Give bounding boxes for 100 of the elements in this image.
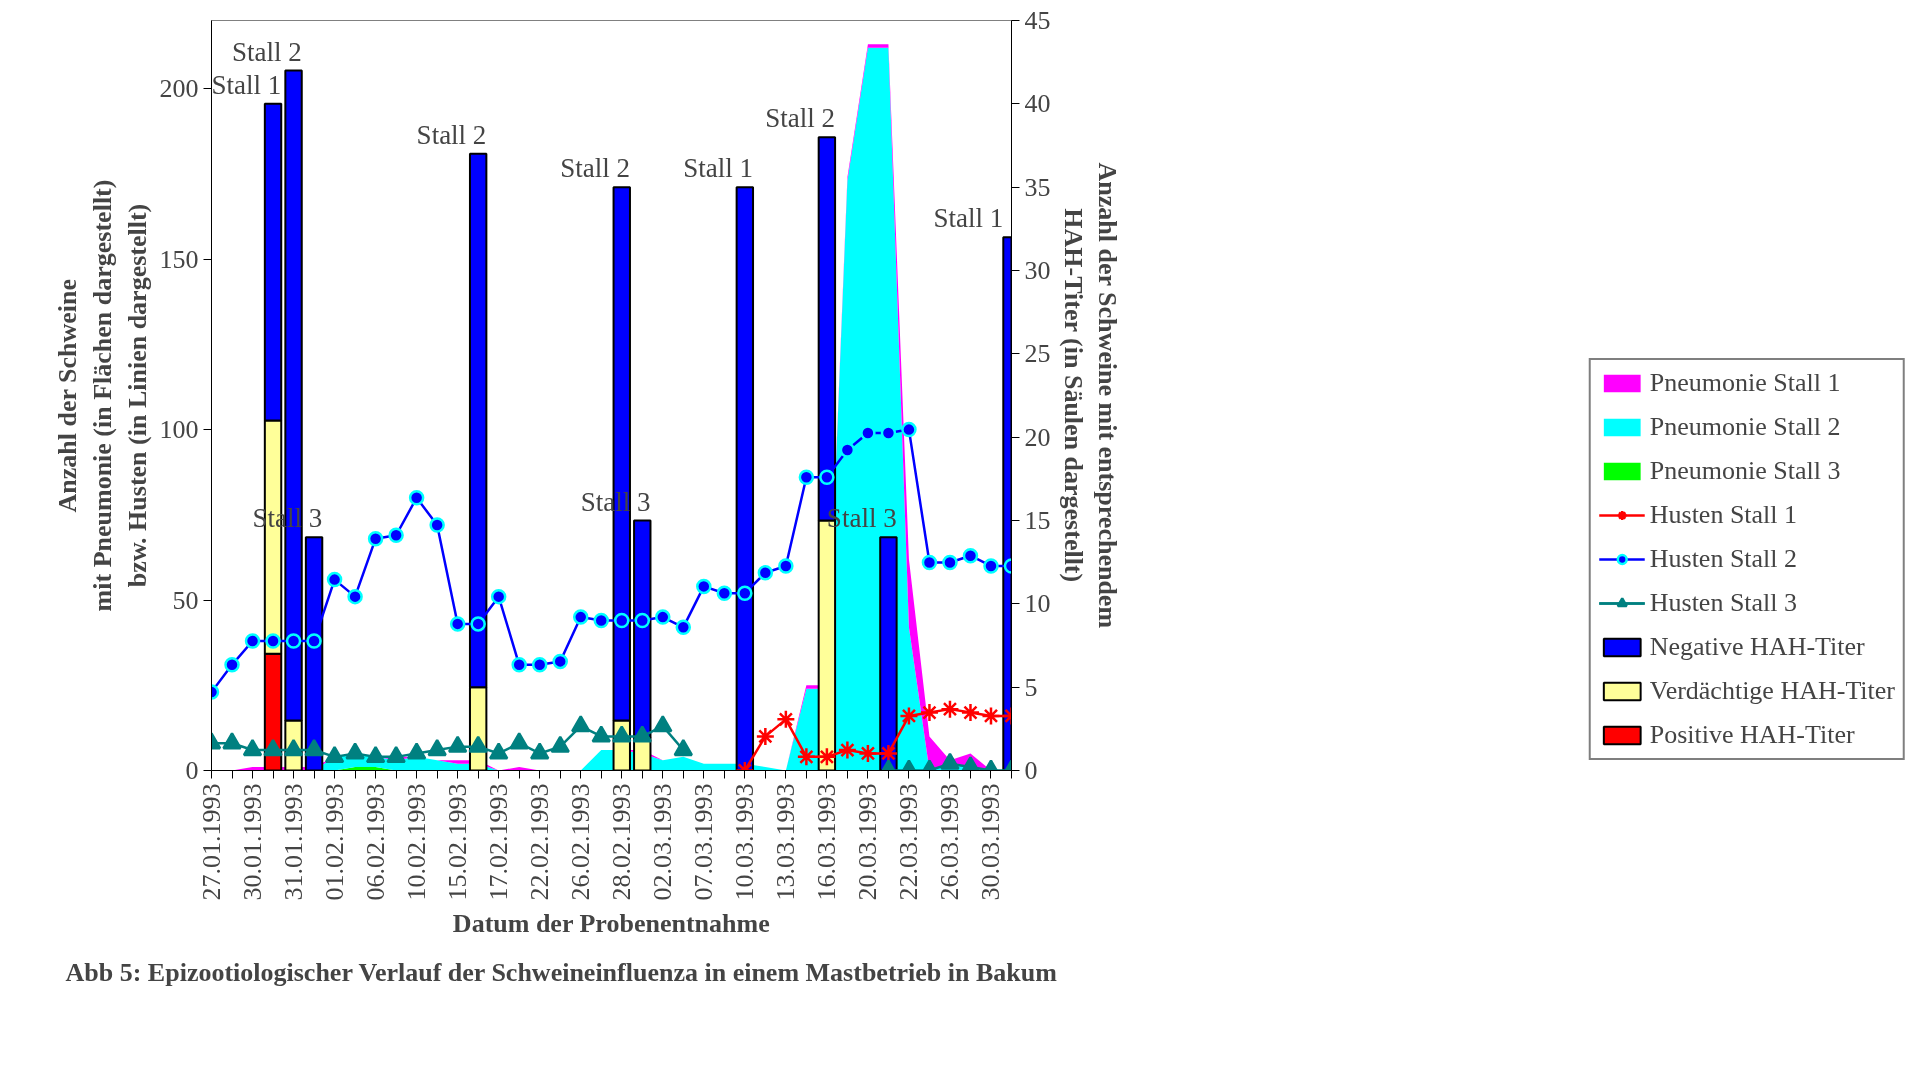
point xyxy=(880,425,897,441)
annotation: Stall 2 xyxy=(416,119,487,150)
y-tick-label: 200 xyxy=(159,74,199,104)
x-tick-label: 06.02.1993 xyxy=(361,783,391,901)
point xyxy=(242,738,263,757)
point xyxy=(406,742,427,760)
x-tick-label: 27.01.1993 xyxy=(197,783,226,901)
point xyxy=(324,745,345,764)
point xyxy=(244,633,261,649)
point xyxy=(572,609,589,625)
point xyxy=(940,699,960,719)
annotation: Stall 1 xyxy=(933,203,1004,234)
x-tick-label: 15.02.1993 xyxy=(443,783,473,901)
x-tick-label: 31.01.1993 xyxy=(279,783,309,901)
point xyxy=(796,747,817,767)
point xyxy=(901,421,917,438)
point xyxy=(490,588,507,605)
annotation: Stall 1 xyxy=(683,153,754,184)
point xyxy=(345,742,365,760)
point xyxy=(509,732,529,750)
point xyxy=(673,738,694,757)
point xyxy=(304,738,324,757)
x-tick-label: 22.02.1993 xyxy=(525,783,555,901)
point xyxy=(899,706,919,726)
legend-label: Negative HAH-Titer xyxy=(1649,632,1865,662)
legend-label: Husten Stall 3 xyxy=(1649,588,1798,618)
point xyxy=(817,747,837,767)
point xyxy=(591,725,611,743)
point xyxy=(655,609,671,625)
point xyxy=(960,702,981,723)
x-tick-label: 10.02.1993 xyxy=(402,783,432,901)
point xyxy=(757,565,774,581)
x-axis-title: Datum der Probenentnahme xyxy=(452,908,770,938)
y2-tick-label: 10 xyxy=(1024,589,1051,619)
legend-label: Husten Stall 1 xyxy=(1649,500,1798,530)
y2-tick-label: 5 xyxy=(1024,672,1038,702)
x-tick-label: 26.02.1993 xyxy=(566,783,596,901)
legend-label: Verdächtige HAH-Titer xyxy=(1649,676,1895,706)
x-tick-label: 22.03.1993 xyxy=(894,783,924,901)
point xyxy=(632,725,653,743)
y-tick-label: 150 xyxy=(159,244,199,274)
point xyxy=(531,657,548,673)
point xyxy=(347,588,363,605)
point xyxy=(614,612,630,629)
x-tick-label: 02.03.1993 xyxy=(648,783,678,901)
point xyxy=(265,633,281,649)
point xyxy=(983,558,999,574)
y2-tick-label: 30 xyxy=(1024,256,1051,285)
annotation: Stall 2 xyxy=(765,103,836,134)
y2-tick-label: 45 xyxy=(1024,6,1051,35)
y2-tick-label: 15 xyxy=(1024,506,1051,535)
x-tick-label: 01.02.1993 xyxy=(320,783,350,901)
y-axis-title: Anzahl der Schweine mit Pneumonie (in Flächen dargestellt) bzw. Husten (in Linien dargestellt) xyxy=(52,179,152,612)
y2-tick-label: 20 xyxy=(1024,422,1051,452)
y2-tick-label: 25 xyxy=(1024,339,1051,369)
point xyxy=(837,740,858,760)
y2-tick-label: 0 xyxy=(1024,756,1038,785)
point xyxy=(224,657,240,673)
point xyxy=(367,530,384,547)
point xyxy=(737,585,753,601)
x-tick-label: 07.03.1993 xyxy=(689,783,719,901)
point xyxy=(634,612,651,629)
point xyxy=(755,726,776,747)
point xyxy=(860,425,876,441)
annotation: Stall 2 xyxy=(232,36,302,67)
x-tick-label: 30.01.1993 xyxy=(238,783,268,901)
point xyxy=(919,702,940,723)
point xyxy=(283,738,304,757)
legend-label: Positive HAH-Titer xyxy=(1649,720,1855,750)
y-tick-label: 100 xyxy=(159,415,199,445)
annotation: Stall 2 xyxy=(560,153,630,184)
point xyxy=(468,735,488,753)
point xyxy=(263,738,283,757)
point xyxy=(388,527,404,544)
point xyxy=(449,616,466,632)
point xyxy=(326,571,343,588)
y2-tick-label: 40 xyxy=(1024,89,1051,119)
point xyxy=(529,742,550,760)
point xyxy=(285,633,302,649)
point xyxy=(570,715,591,733)
x-tick-label: 16.03.1993 xyxy=(812,783,842,901)
point xyxy=(798,469,815,486)
x-tick-label: 13.03.1993 xyxy=(771,783,801,901)
point xyxy=(511,657,527,673)
point xyxy=(819,469,835,486)
point xyxy=(447,735,468,753)
point xyxy=(858,743,878,764)
point xyxy=(222,732,242,750)
point xyxy=(776,709,796,730)
point xyxy=(386,745,406,764)
caption: Abb 5: Epizootiologischer Verlauf der Schweineinfluenza in einem Mastbetrieb in Bakum xyxy=(65,957,1058,987)
point xyxy=(488,742,509,760)
point xyxy=(942,554,958,571)
x-tick-label: 17.02.1993 xyxy=(484,783,514,901)
annotation: Stall 1 xyxy=(211,69,282,100)
y-tick-label: 0 xyxy=(185,756,199,785)
point xyxy=(429,517,445,533)
point xyxy=(981,706,1001,726)
legend-label: Pneumonie Stall 1 xyxy=(1649,368,1841,398)
legend-label: Pneumonie Stall 3 xyxy=(1649,456,1841,486)
